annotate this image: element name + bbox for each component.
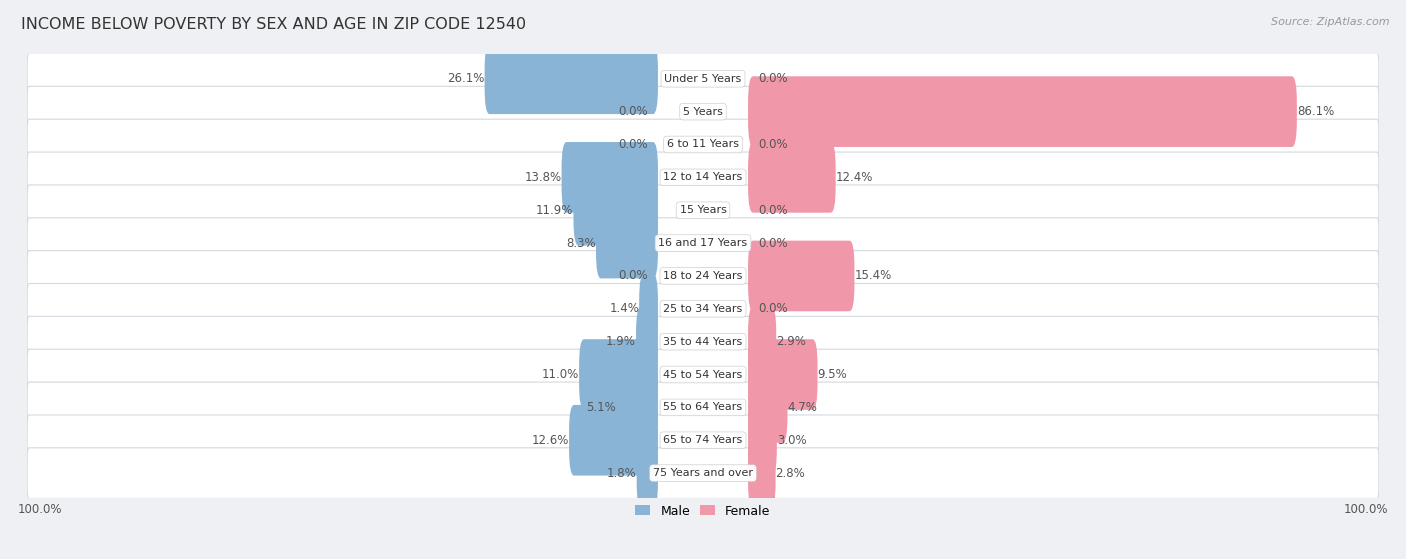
- FancyBboxPatch shape: [574, 175, 658, 245]
- Text: 11.0%: 11.0%: [541, 368, 579, 381]
- Text: 0.0%: 0.0%: [758, 236, 787, 249]
- Text: 2.9%: 2.9%: [776, 335, 806, 348]
- Text: 13.8%: 13.8%: [524, 171, 561, 184]
- Text: 16 and 17 Years: 16 and 17 Years: [658, 238, 748, 248]
- Text: 65 to 74 Years: 65 to 74 Years: [664, 435, 742, 446]
- Text: 75 Years and over: 75 Years and over: [652, 468, 754, 478]
- FancyBboxPatch shape: [27, 283, 1379, 334]
- FancyBboxPatch shape: [27, 185, 1379, 235]
- Text: 4.7%: 4.7%: [787, 401, 817, 414]
- FancyBboxPatch shape: [748, 306, 776, 377]
- FancyBboxPatch shape: [748, 372, 787, 443]
- FancyBboxPatch shape: [596, 208, 658, 278]
- Text: 12.4%: 12.4%: [835, 171, 873, 184]
- Text: 18 to 24 Years: 18 to 24 Years: [664, 271, 742, 281]
- Text: Source: ZipAtlas.com: Source: ZipAtlas.com: [1271, 17, 1389, 27]
- Text: 1.4%: 1.4%: [609, 302, 640, 315]
- Text: 0.0%: 0.0%: [758, 203, 787, 217]
- FancyBboxPatch shape: [569, 405, 658, 476]
- Text: 15.4%: 15.4%: [855, 269, 891, 282]
- Text: 5 Years: 5 Years: [683, 107, 723, 117]
- FancyBboxPatch shape: [27, 415, 1379, 466]
- FancyBboxPatch shape: [27, 250, 1379, 301]
- Text: 12.6%: 12.6%: [531, 434, 569, 447]
- Text: 6 to 11 Years: 6 to 11 Years: [666, 140, 740, 149]
- FancyBboxPatch shape: [27, 218, 1379, 268]
- Text: 26.1%: 26.1%: [447, 72, 485, 86]
- FancyBboxPatch shape: [637, 438, 658, 509]
- Text: 0.0%: 0.0%: [758, 72, 787, 86]
- Text: 9.5%: 9.5%: [817, 368, 848, 381]
- Text: 1.9%: 1.9%: [606, 335, 636, 348]
- FancyBboxPatch shape: [561, 142, 658, 212]
- Text: 11.9%: 11.9%: [536, 203, 574, 217]
- FancyBboxPatch shape: [748, 142, 835, 212]
- FancyBboxPatch shape: [616, 372, 658, 443]
- Text: 1.8%: 1.8%: [607, 467, 637, 480]
- FancyBboxPatch shape: [636, 306, 658, 377]
- FancyBboxPatch shape: [579, 339, 658, 410]
- Text: 5.1%: 5.1%: [586, 401, 616, 414]
- Text: 25 to 34 Years: 25 to 34 Years: [664, 304, 742, 314]
- Text: Under 5 Years: Under 5 Years: [665, 74, 741, 84]
- Text: 15 Years: 15 Years: [679, 205, 727, 215]
- FancyBboxPatch shape: [748, 240, 855, 311]
- FancyBboxPatch shape: [27, 448, 1379, 499]
- Text: 45 to 54 Years: 45 to 54 Years: [664, 369, 742, 380]
- Text: 0.0%: 0.0%: [619, 105, 648, 118]
- FancyBboxPatch shape: [27, 119, 1379, 170]
- FancyBboxPatch shape: [748, 77, 1296, 147]
- Text: 55 to 64 Years: 55 to 64 Years: [664, 402, 742, 413]
- FancyBboxPatch shape: [748, 405, 778, 476]
- Text: 0.0%: 0.0%: [758, 138, 787, 151]
- Text: 0.0%: 0.0%: [619, 138, 648, 151]
- FancyBboxPatch shape: [27, 86, 1379, 137]
- FancyBboxPatch shape: [640, 273, 658, 344]
- Text: 0.0%: 0.0%: [758, 302, 787, 315]
- Text: 2.8%: 2.8%: [776, 467, 806, 480]
- FancyBboxPatch shape: [27, 316, 1379, 367]
- FancyBboxPatch shape: [485, 44, 658, 114]
- FancyBboxPatch shape: [27, 349, 1379, 400]
- FancyBboxPatch shape: [27, 382, 1379, 433]
- FancyBboxPatch shape: [27, 152, 1379, 203]
- Text: 12 to 14 Years: 12 to 14 Years: [664, 172, 742, 182]
- Legend: Male, Female: Male, Female: [630, 500, 776, 523]
- Text: 8.3%: 8.3%: [567, 236, 596, 249]
- Text: 86.1%: 86.1%: [1296, 105, 1334, 118]
- FancyBboxPatch shape: [748, 339, 817, 410]
- Text: INCOME BELOW POVERTY BY SEX AND AGE IN ZIP CODE 12540: INCOME BELOW POVERTY BY SEX AND AGE IN Z…: [21, 17, 526, 32]
- FancyBboxPatch shape: [27, 54, 1379, 104]
- FancyBboxPatch shape: [748, 438, 776, 509]
- Text: 3.0%: 3.0%: [778, 434, 807, 447]
- Text: 35 to 44 Years: 35 to 44 Years: [664, 337, 742, 347]
- Text: 0.0%: 0.0%: [619, 269, 648, 282]
